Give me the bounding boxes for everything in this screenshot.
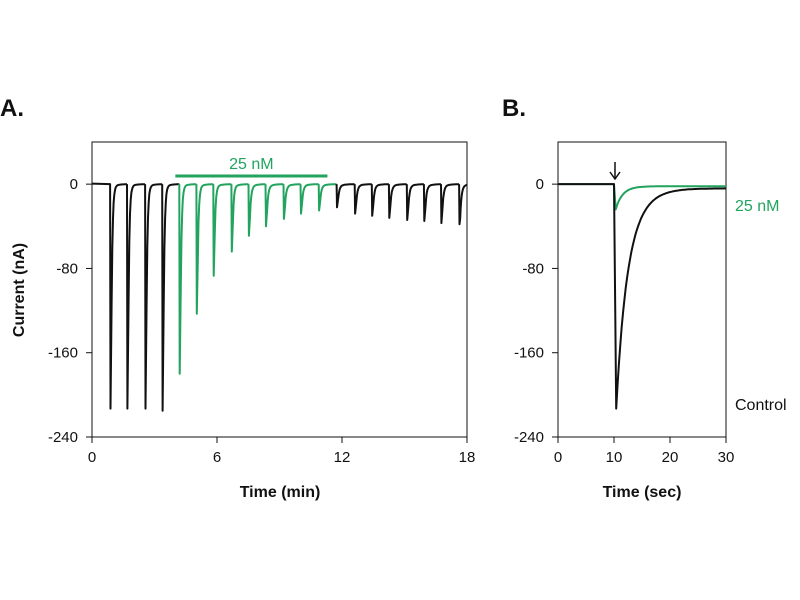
panel-a-x-tick-label: 6 — [213, 449, 221, 466]
panel-a-y-axis-title: Current (nA) — [11, 243, 28, 337]
panel-b: B. 0 -80 -160 -240 0 10 20 30 Time (sec) 25 nM… — [502, 95, 787, 501]
control-response-spike — [144, 183, 163, 410]
panel-b-x-tick-label: 10 — [606, 449, 623, 466]
panel-a: A. 0 -80 -160 -240 0 6 12 18 Current (nA) Time… — [0, 95, 475, 501]
panel-b-frame — [557, 141, 727, 438]
panel-b-control-label: Control — [735, 397, 787, 414]
panel-b-y-tick-label: -240 — [514, 429, 544, 446]
panel-a-label: A. — [0, 95, 24, 122]
panel-a-x-axis-title: Time (min) — [240, 484, 321, 501]
treatment-trace — [558, 183, 726, 211]
panel-b-label: B. — [502, 95, 526, 122]
treatment-response-spike — [299, 183, 319, 215]
treatment-response-spike — [212, 183, 232, 277]
control-response-spike — [370, 183, 390, 217]
control-response-spike — [440, 183, 460, 225]
panel-b-y-ticks: 0 -80 -160 -240 — [514, 176, 558, 446]
panel-a-x-tick-label: 0 — [88, 449, 96, 466]
control-response-spike — [126, 183, 146, 410]
panel-b-traces — [558, 183, 726, 410]
treatment-response-spike — [247, 183, 266, 237]
treatment-response-spike — [264, 183, 284, 228]
control-response-spike — [422, 183, 442, 222]
panel-a-x-tick-label: 12 — [334, 449, 351, 466]
control-trace — [558, 183, 726, 410]
control-response-spike — [387, 183, 408, 219]
panel-b-x-axis-title: Time (sec) — [603, 484, 682, 501]
control-response-spike — [91, 182, 128, 410]
panel-a-y-tick-label: -80 — [56, 260, 78, 277]
treatment-response-spike — [317, 183, 337, 212]
panel-b-y-tick-label: -80 — [522, 260, 544, 277]
control-response-spike — [458, 184, 468, 226]
treatment-response-spike — [178, 183, 197, 375]
panel-a-treatment-label: 25 nM — [229, 156, 273, 173]
panel-b-x-tick-label: 30 — [718, 449, 735, 466]
control-response-spike — [353, 183, 373, 215]
panel-b-y-tick-label: -160 — [514, 345, 544, 362]
control-response-spike — [161, 183, 180, 412]
panel-a-y-tick-label: 0 — [70, 176, 78, 193]
panel-b-x-ticks: 0 10 20 30 — [554, 437, 735, 466]
panel-a-y-tick-label: -160 — [48, 345, 78, 362]
panel-a-x-ticks: 0 6 12 18 — [88, 437, 476, 466]
arrow-down-icon — [609, 162, 621, 181]
panel-b-x-tick-label: 0 — [554, 449, 562, 466]
panel-a-frame — [91, 141, 468, 438]
panel-b-y-tick-label: 0 — [536, 176, 544, 193]
control-response-spike — [335, 183, 355, 209]
treatment-response-spike — [195, 183, 214, 315]
panel-b-treatment-label: 25 nM — [735, 198, 779, 215]
panel-a-y-ticks: 0 -80 -160 -240 — [48, 176, 92, 446]
control-response-spike — [405, 183, 425, 221]
panel-a-x-tick-label: 18 — [459, 449, 476, 466]
panel-a-traces — [91, 182, 468, 412]
panel-b-x-tick-label: 20 — [662, 449, 679, 466]
panel-a-y-tick-label: -240 — [48, 429, 78, 446]
treatment-response-spike — [230, 183, 249, 253]
treatment-response-spike — [282, 183, 301, 220]
